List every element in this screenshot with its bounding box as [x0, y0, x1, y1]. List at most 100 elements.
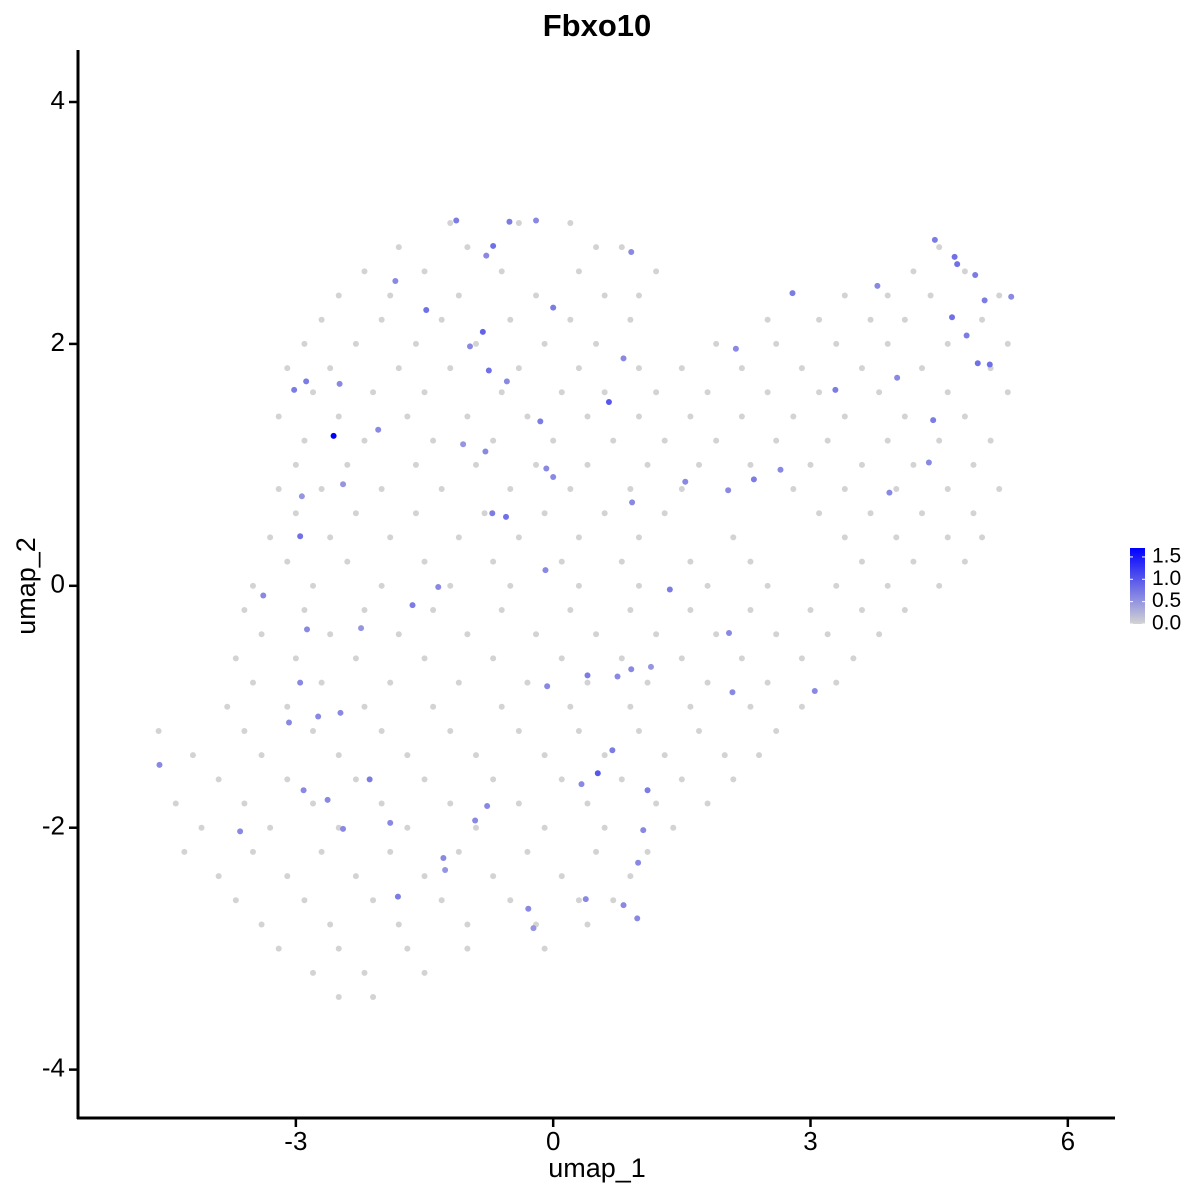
point — [423, 307, 430, 314]
point — [609, 747, 616, 754]
point — [327, 631, 334, 638]
point — [541, 340, 548, 347]
point — [435, 584, 442, 591]
point — [558, 389, 565, 396]
point — [644, 461, 651, 468]
colorbar-label: 0.5 — [1152, 589, 1181, 612]
point — [275, 413, 282, 420]
point — [798, 703, 805, 710]
point — [1004, 340, 1011, 347]
point — [927, 292, 934, 299]
point — [634, 915, 641, 922]
point — [215, 873, 222, 880]
point — [832, 386, 839, 393]
point — [930, 417, 937, 424]
point — [156, 761, 163, 768]
point — [498, 703, 505, 710]
point — [352, 655, 359, 662]
point — [726, 629, 733, 636]
point — [224, 703, 231, 710]
point — [370, 389, 377, 396]
point — [682, 478, 689, 485]
point — [297, 679, 304, 686]
point — [738, 655, 745, 662]
point — [421, 776, 428, 783]
point — [440, 854, 447, 861]
point — [747, 461, 754, 468]
point — [841, 413, 848, 420]
point — [979, 534, 986, 541]
point — [215, 776, 222, 783]
point — [361, 703, 368, 710]
point — [472, 824, 479, 831]
point — [503, 378, 510, 385]
point — [704, 800, 711, 807]
point — [850, 655, 857, 662]
point — [395, 631, 402, 638]
point — [412, 510, 419, 517]
point — [258, 752, 265, 759]
point — [750, 476, 757, 483]
point — [575, 534, 582, 541]
point — [284, 703, 291, 710]
point — [315, 713, 322, 720]
point — [747, 558, 754, 565]
x-tick-label: 6 — [1061, 1126, 1075, 1156]
point — [241, 727, 248, 734]
point — [241, 607, 248, 614]
point — [412, 461, 419, 468]
point — [507, 582, 514, 589]
point — [241, 800, 248, 807]
point — [635, 859, 642, 866]
point — [773, 727, 780, 734]
point — [629, 499, 636, 506]
point — [258, 631, 265, 638]
point — [790, 486, 797, 493]
point — [1008, 293, 1015, 300]
point — [455, 292, 462, 299]
point — [490, 655, 497, 662]
point — [593, 848, 600, 855]
point — [490, 776, 497, 783]
point — [713, 631, 720, 638]
point — [284, 776, 291, 783]
point — [833, 582, 840, 589]
point — [318, 679, 325, 686]
point — [798, 365, 805, 372]
point — [310, 727, 317, 734]
point — [884, 582, 891, 589]
point — [773, 631, 780, 638]
point — [730, 776, 737, 783]
point — [575, 268, 582, 275]
point — [582, 896, 589, 903]
point — [867, 510, 874, 517]
point — [260, 592, 267, 599]
y-tick-label: 2 — [51, 327, 65, 357]
point — [738, 413, 745, 420]
point — [635, 292, 642, 299]
point — [466, 343, 473, 350]
point — [455, 679, 462, 686]
point — [678, 776, 685, 783]
point — [284, 365, 291, 372]
point — [936, 244, 943, 251]
point — [464, 244, 471, 251]
point — [807, 607, 814, 614]
point — [324, 796, 331, 803]
point — [558, 655, 565, 662]
point — [484, 802, 491, 809]
point — [387, 848, 394, 855]
point — [490, 558, 497, 565]
point — [490, 873, 497, 880]
point — [954, 261, 961, 268]
point — [515, 800, 522, 807]
point — [567, 316, 574, 323]
point — [464, 413, 471, 420]
point — [901, 316, 908, 323]
point — [370, 897, 377, 904]
point — [713, 340, 720, 347]
point — [627, 486, 634, 493]
point — [409, 602, 416, 609]
point — [297, 533, 304, 540]
point — [824, 631, 831, 638]
